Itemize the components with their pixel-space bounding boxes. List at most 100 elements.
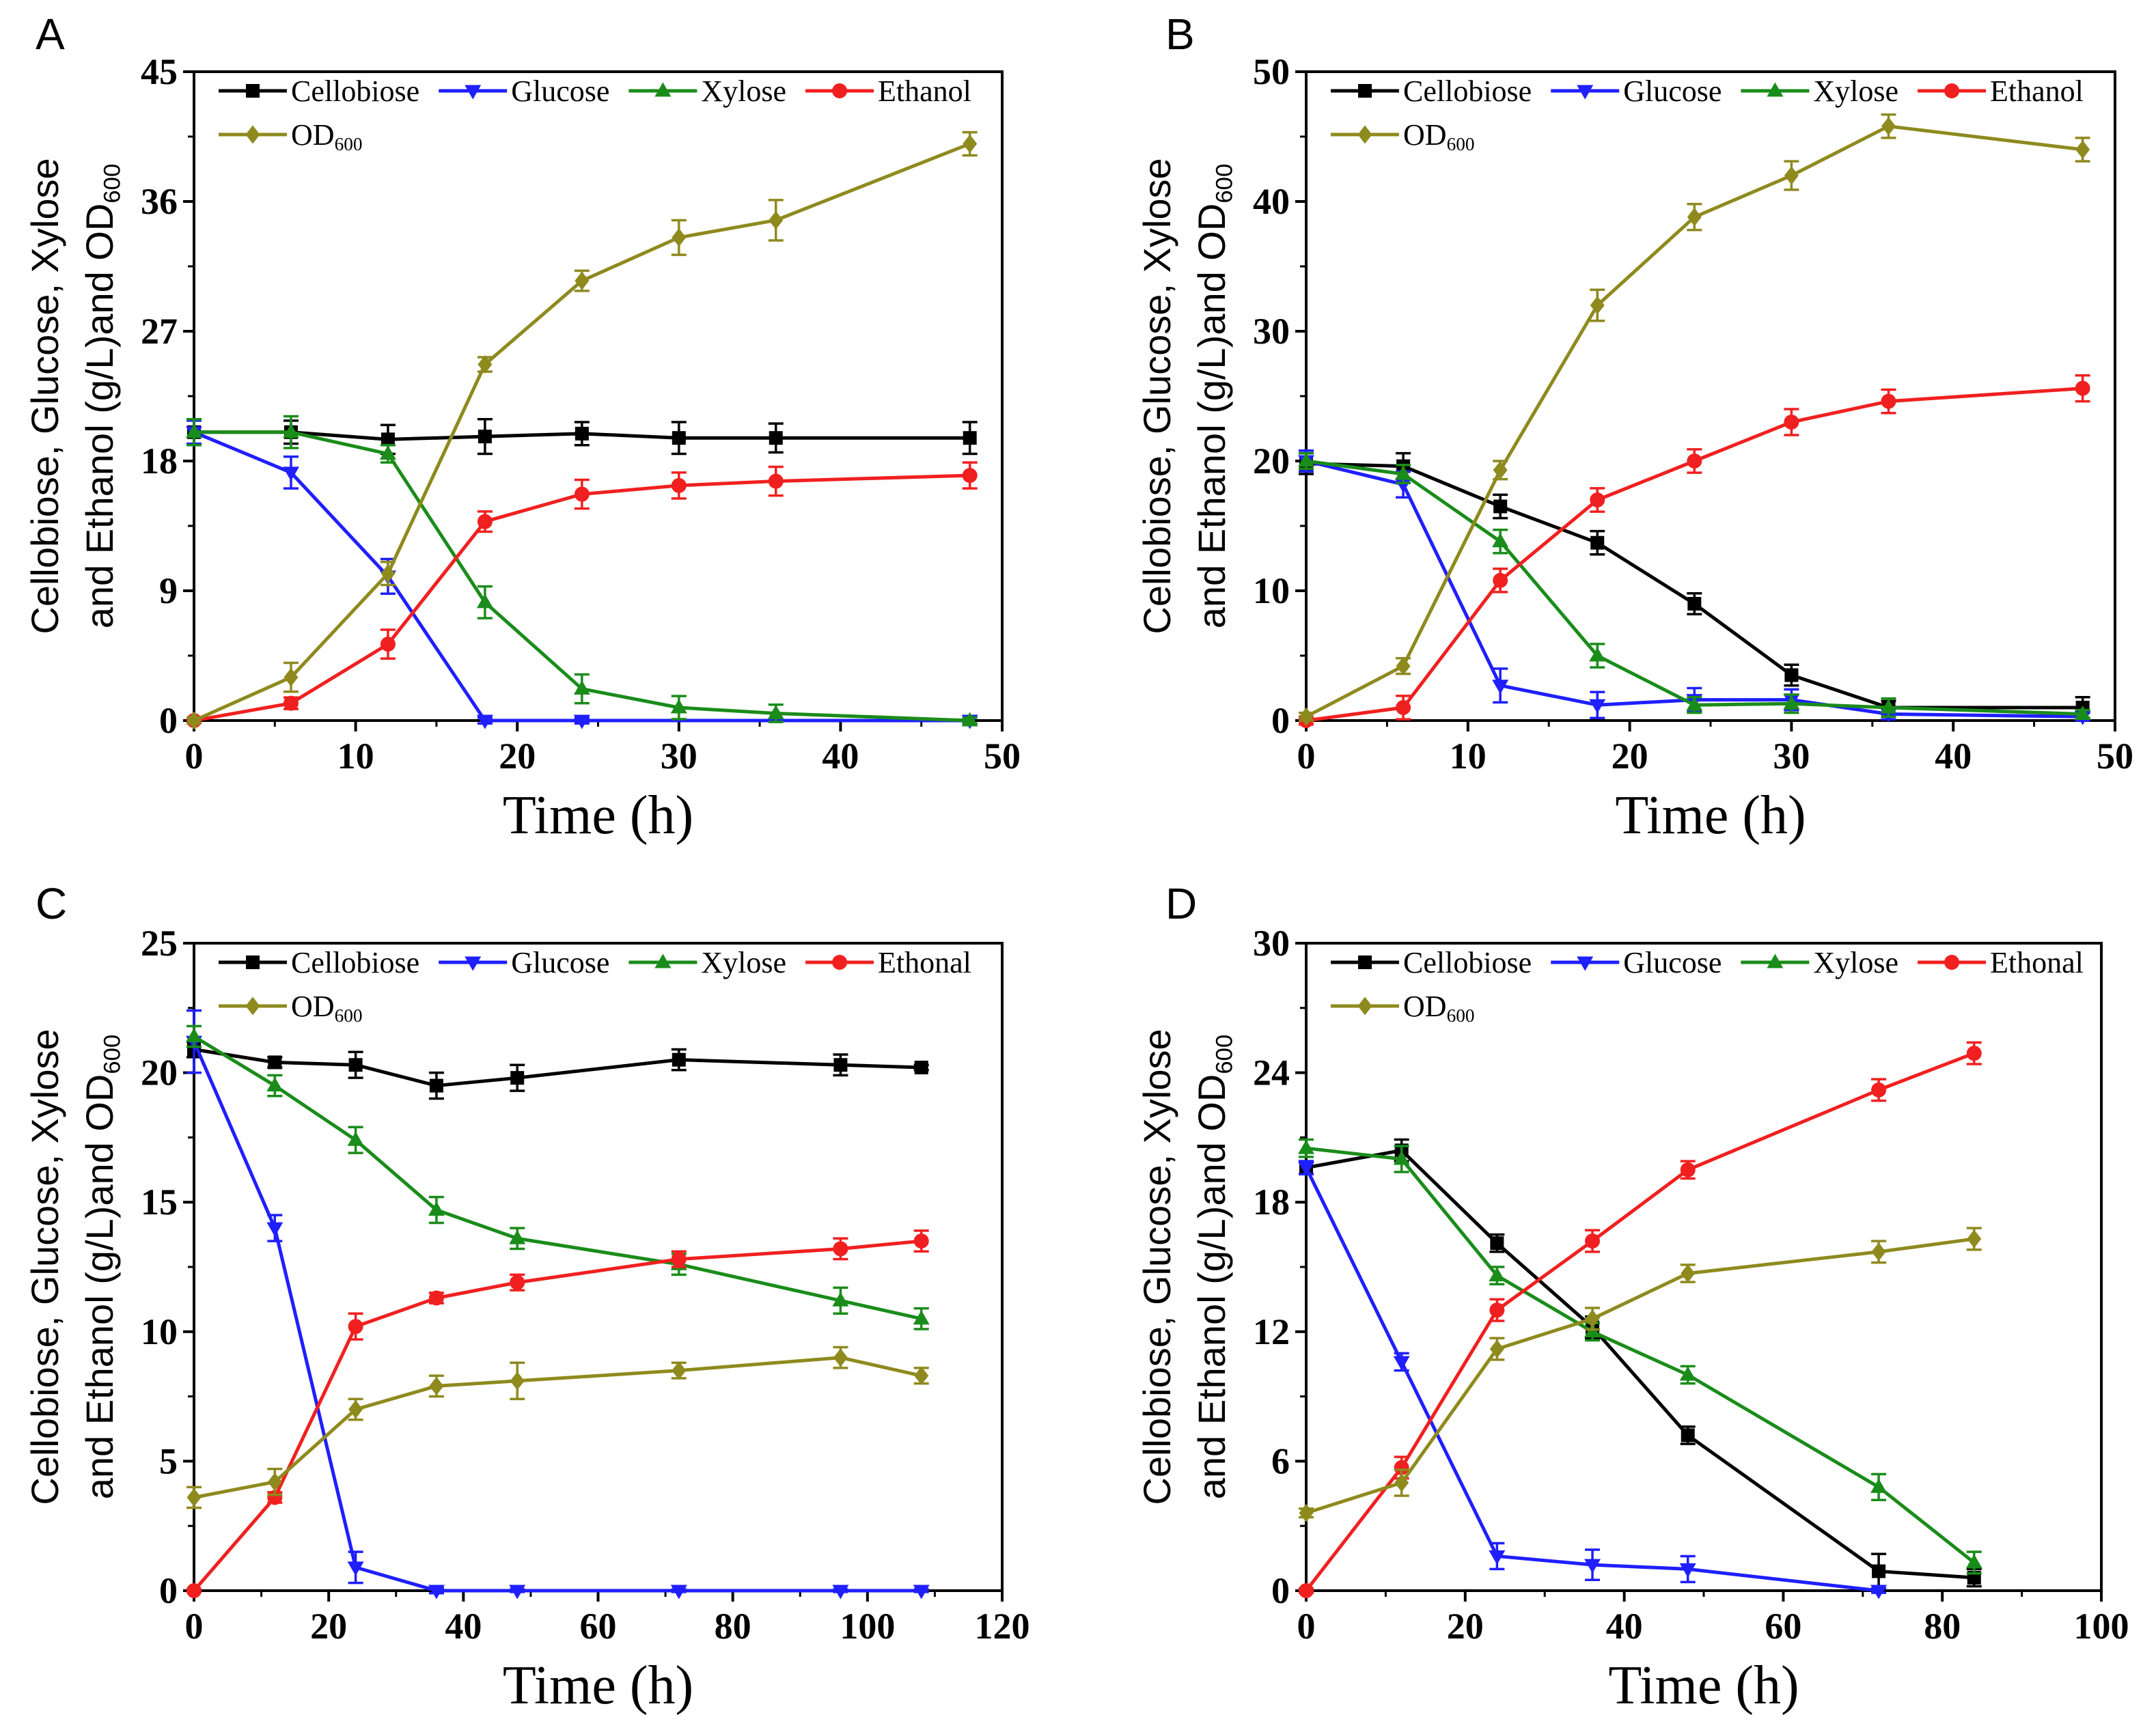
x-tick-label: 80 [1924, 1606, 1961, 1647]
x-axis-title: Time (h) [503, 785, 693, 846]
legend-swatch-marker [832, 955, 848, 970]
legend-label-text: Cellobiose [1403, 74, 1532, 108]
cellobiose-point [672, 1052, 686, 1067]
od600-point [1681, 1264, 1696, 1283]
cellobiose-point [1493, 499, 1508, 514]
legend-swatch-marker [246, 84, 260, 98]
x-tick-label: 50 [2097, 736, 2133, 777]
cellobiose-line [194, 430, 970, 441]
ethanol-point [574, 486, 590, 502]
series-od600 [186, 130, 978, 730]
legend-label-text: Glucose [511, 74, 609, 108]
y-axis-title-line1: Cellobiose, Glucose, Xylose [1135, 1029, 1178, 1505]
legend-label-subscript: 600 [335, 134, 363, 154]
od600-point [914, 1366, 929, 1385]
legend-item-od600: OD600 [1331, 118, 1474, 154]
od600-point [478, 355, 493, 374]
x-tick-label: 0 [1297, 736, 1316, 777]
y-tick-label: 6 [1271, 1440, 1290, 1481]
cellobiose-line [1305, 462, 2083, 710]
plot-frame [1305, 70, 2116, 722]
y-axis-title-text: and Ethanol (g/L)and OD [78, 204, 121, 629]
legend-swatch-marker [654, 953, 672, 968]
cellobiose-point [510, 1071, 525, 1085]
od600-point [1687, 208, 1702, 227]
panel-c: C 0 20 40 60 80 100 120 0 5 10 15 20 25 Time (h) Cellob… [23, 879, 1030, 1716]
legend-label-subscript: 600 [1447, 1005, 1475, 1026]
ethonal-point [348, 1319, 363, 1335]
od600-point [2075, 140, 2090, 159]
ethanol-point [1396, 700, 1411, 715]
y-tick-label: 40 [1253, 181, 1290, 222]
legend-label-text: Cellobiose [291, 74, 419, 108]
y-tick-label: 36 [141, 181, 178, 222]
legend-label: Xylose [701, 74, 786, 108]
y-tick-label: 18 [141, 441, 178, 482]
xylose-point [186, 1028, 202, 1043]
series-glucose [1298, 1160, 1888, 1600]
series-xylose [1298, 451, 2091, 720]
legend-label: OD600 [291, 990, 362, 1026]
xylose-point [1393, 1150, 1410, 1165]
cellobiose-point [769, 431, 783, 445]
x-tick-label: 40 [1606, 1606, 1643, 1647]
legend-label-text: Xylose [1813, 74, 1898, 108]
od600-point [833, 1348, 848, 1367]
panel-label: B [1165, 10, 1195, 59]
legend-item-glucose: Glucose [439, 946, 609, 979]
xylose-point [1492, 533, 1509, 548]
y-axis-title-line2: and Ethanol (g/L)and OD600 [1190, 1035, 1237, 1500]
ethanol-point [1687, 454, 1702, 469]
legend-swatch-marker [1944, 83, 1960, 98]
legend-label: Ethonal [878, 946, 971, 979]
legend-swatch-marker [246, 955, 260, 969]
legend-label: Xylose [701, 946, 786, 979]
xylose-point [913, 1310, 930, 1325]
xylose-point [266, 1077, 284, 1092]
glucose-point [428, 1585, 445, 1600]
ethonal-point [1585, 1233, 1601, 1249]
legend-label-text: OD [1403, 118, 1447, 152]
legend-swatch-marker [245, 996, 260, 1016]
x-tick-label: 0 [1297, 1606, 1316, 1647]
xylose-point [476, 594, 493, 609]
legend-label: Ethanol [1990, 74, 2084, 108]
legend-item-xylose: Xylose [628, 74, 786, 108]
ethonal-point [1871, 1082, 1887, 1098]
y-axis-title-line1: Cellobiose, Glucose, Xylose [1135, 158, 1178, 634]
xylose-line [194, 430, 970, 723]
x-tick-label: 20 [1612, 736, 1648, 777]
glucose-point [1679, 1563, 1696, 1578]
legend-label-text: Xylose [1813, 946, 1898, 979]
legend-swatch-marker [1767, 953, 1784, 968]
cellobiose-point [381, 432, 395, 447]
od600-point [429, 1376, 444, 1395]
legend-label: OD600 [1403, 990, 1474, 1026]
od600-point [1299, 707, 1314, 726]
legend-item-xylose: Xylose [628, 946, 786, 979]
y-tick-label: 27 [141, 311, 178, 352]
od600-point [963, 135, 978, 154]
legend-label: Xylose [1813, 74, 1898, 108]
y-tick-label: 25 [141, 923, 178, 964]
cellobiose-line [1305, 1148, 1974, 1580]
ethanol-point [283, 695, 299, 711]
ethonal-point [428, 1290, 444, 1306]
glucose-line [193, 430, 970, 723]
legend-item-glucose: Glucose [1551, 946, 1722, 979]
x-tick-label: 20 [499, 736, 536, 777]
y-tick-label: 9 [159, 570, 178, 611]
x-tick-label: 50 [984, 736, 1021, 777]
legend-label-text: Ethonal [1990, 946, 2084, 979]
y-axis-title-line2: and Ethanol (g/L)and OD600 [1190, 164, 1237, 629]
legend-label: Glucose [511, 74, 609, 108]
legend-label-subscript: 600 [335, 1005, 363, 1026]
series-xylose [186, 1024, 930, 1330]
glucose-line [1304, 1167, 1879, 1593]
panel-d: D 0 20 40 60 80 100 0 6 12 18 24 30 Time (h) Cellobios… [1135, 879, 2129, 1716]
y-axis-title-text: and Ethanol (g/L)and OD [1190, 1074, 1233, 1500]
cellobiose-point [672, 431, 686, 445]
series-xylose [186, 415, 978, 727]
series-od600 [186, 1345, 929, 1509]
